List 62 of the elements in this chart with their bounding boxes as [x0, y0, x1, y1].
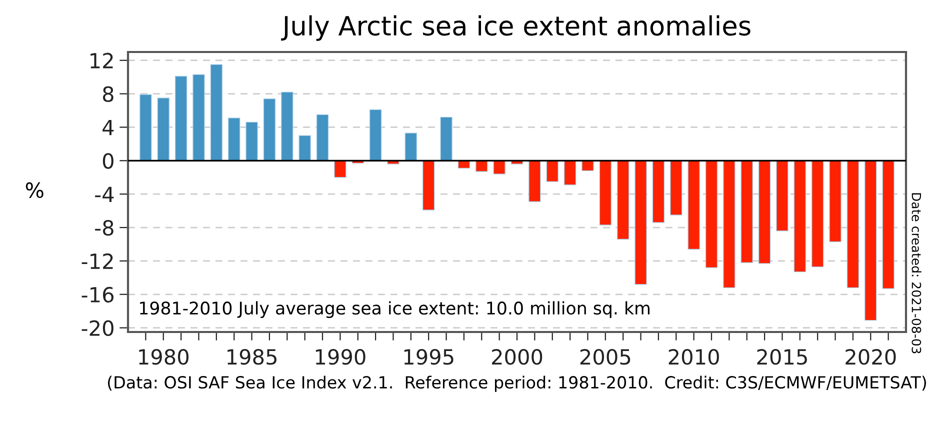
x-tick-label: 1985	[228, 349, 276, 365]
y-tick-label: 0	[102, 153, 114, 169]
bar	[528, 160, 541, 202]
bar	[157, 98, 170, 162]
bar	[758, 160, 771, 264]
y-tick-label: -20	[82, 320, 114, 336]
bar	[246, 122, 258, 162]
bar	[263, 98, 276, 162]
text: Date created: 2021-08-03	[912, 193, 922, 354]
bar	[334, 160, 346, 178]
y-tick-label: -8	[95, 220, 114, 236]
bar	[404, 132, 418, 162]
bar	[174, 76, 188, 162]
x-tick-label: 2020	[846, 349, 896, 365]
y-tick-label: -12	[82, 253, 113, 269]
bar	[440, 116, 452, 162]
bar	[688, 160, 700, 250]
bar	[228, 118, 240, 162]
bar	[192, 74, 205, 162]
bar	[811, 160, 824, 268]
bar	[493, 160, 506, 174]
chart-title: July Arctic sea ice extent anomalies	[281, 15, 750, 41]
x-tick-label: 2005	[580, 349, 630, 365]
y-tick-label: 12	[90, 52, 113, 68]
bar	[476, 160, 488, 172]
bar	[740, 160, 753, 263]
x-tick-label: 1995	[404, 349, 454, 365]
bar	[316, 114, 329, 162]
bar	[281, 92, 294, 162]
bar	[634, 160, 647, 285]
x-tick-label: 1980	[139, 349, 188, 365]
bar	[670, 160, 682, 216]
bar	[422, 160, 435, 210]
bar	[616, 160, 630, 240]
y-tick-label: -16	[82, 286, 114, 303]
bar	[564, 160, 576, 186]
bar	[582, 160, 594, 172]
bar	[652, 160, 665, 223]
bar	[705, 160, 718, 268]
bar	[864, 160, 877, 321]
bar	[723, 160, 736, 288]
x-tick-label: 2015	[757, 349, 807, 365]
y-axis-title: %	[26, 182, 44, 198]
bar	[140, 94, 152, 162]
bar	[776, 160, 788, 232]
bar	[794, 160, 806, 272]
bar	[829, 160, 842, 242]
bar	[298, 135, 311, 162]
bar	[882, 160, 894, 289]
text: (Data: OSI SAF Sea Ice Index v2.1. Reference period: 1981-2010. Credit: C3S/ECMWF/EUMETSAT)	[108, 376, 926, 392]
bar	[210, 64, 223, 162]
x-tick-label: 2010	[668, 349, 719, 365]
bar	[599, 160, 612, 226]
y-tick-label: 8	[102, 86, 114, 102]
y-tick-label: -4	[95, 186, 114, 202]
bar	[546, 160, 558, 182]
y-tick-label: 4	[102, 120, 114, 136]
annotation: 1981-2010 July average sea ice extent: 10.0 million sq. km	[140, 301, 650, 318]
x-tick-label: 2000	[492, 349, 542, 365]
bar	[846, 160, 860, 288]
x-tick-label: 1990	[316, 349, 366, 365]
bar	[369, 109, 382, 162]
